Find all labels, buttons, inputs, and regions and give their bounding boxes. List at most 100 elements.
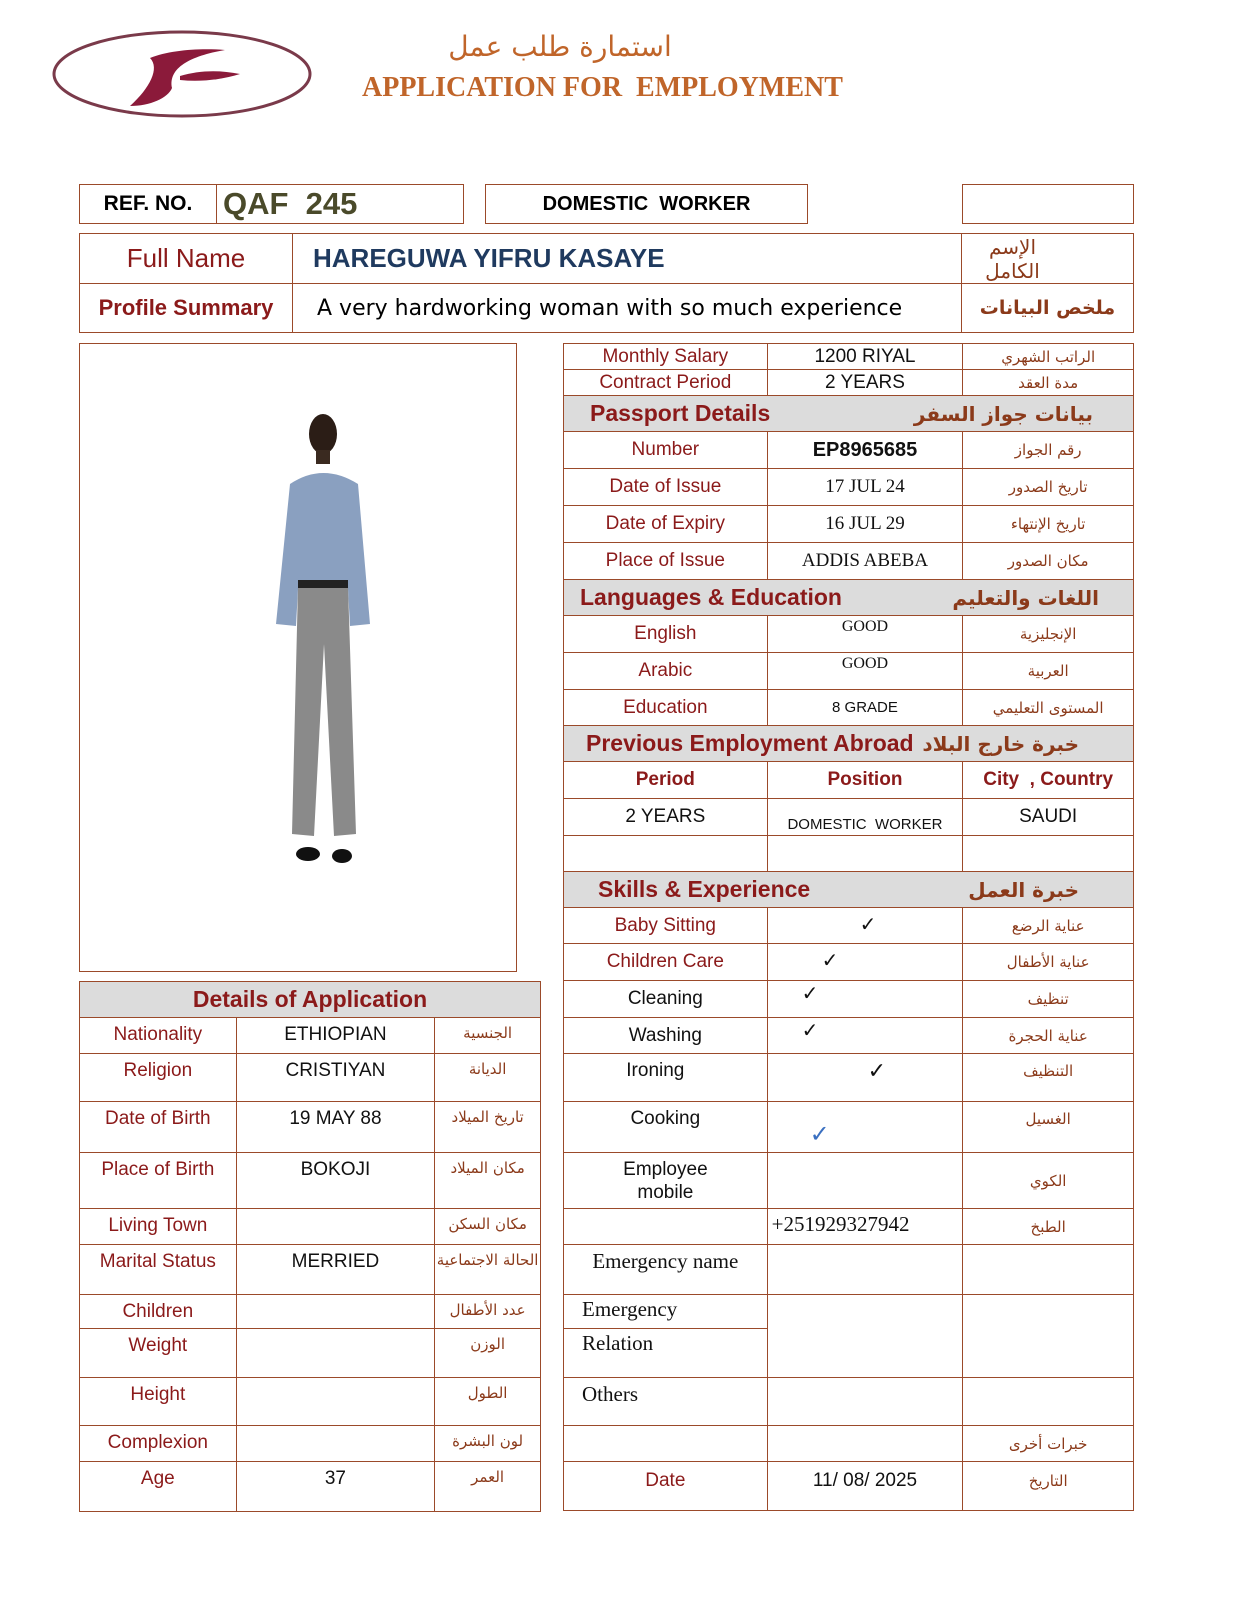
mobile-number-row: +251929327942 الطبخ [563,1208,1134,1245]
label: Nationality [80,1018,237,1053]
label-ar: الوزن [470,1335,505,1353]
detail-row-age: Age 37 العمر [79,1461,541,1512]
value: 2 YEARS [768,370,964,395]
value: 37 [237,1462,436,1511]
skill-children-care: Children Care ✓ عناية الأطفال [563,943,1134,981]
label: Place of Issue [564,543,768,579]
date-of-issue-row: Date of Issue 17 JUL 24 تاريخ الصدور [563,468,1134,506]
label-ar: تنظيف [1027,990,1069,1008]
ref-row: REF. NO. QAF 245 [79,184,464,224]
label-ar: عناية الحجرة [1008,1026,1088,1045]
label: English [564,616,768,652]
full-name-value: HAREGUWA YIFRU KASAYE [293,234,962,283]
label: Arabic [564,653,768,689]
value: 16 JUL 29 [768,506,964,542]
english-row: English GOOD الإنجليزية [563,615,1134,653]
label-ar: الكوي [1029,1171,1067,1190]
value: BOKOJI [237,1153,436,1208]
label-ar: تاريخ الصدور [1008,478,1088,496]
detail-row-marital-status: Marital Status MERRIED الحالة الاجتماعية [79,1244,541,1295]
check-icon: ✓ [821,950,839,972]
value: ADDIS ABEBA [768,543,964,579]
title-english: APPLICATION FOR EMPLOYMENT [362,72,843,103]
label: Religion [80,1054,237,1101]
title-arabic: استمارة طلب عمل [448,30,672,63]
period: 2 YEARS [564,799,768,835]
profile-summary-label-ar: ملخص البيانات [979,297,1116,319]
label: Age [80,1462,237,1511]
value: 19 MAY 88 [237,1102,436,1152]
column-header: Position [768,762,964,798]
section-title-ar: خبرة خارج البلاد [922,731,1079,756]
label: Living Town [80,1209,237,1244]
value [237,1295,436,1328]
label-ar: خبرات أخرى [1008,1434,1088,1453]
emergency-name-row: Emergency name [563,1244,1134,1295]
date-row: Date 11/ 08/ 2025 التاريخ [563,1461,1134,1511]
check-icon: ✓ [801,1020,819,1042]
category-box: DOMESTIC WORKER [485,184,808,224]
emergency-relation-row: Emergency Relation [563,1294,1134,1378]
profile-summary-value: A very hardworking woman with so much ex… [293,284,962,332]
employment-row: 2 YEARS DOMESTIC WORKER SAUDI [563,798,1134,836]
value [237,1209,436,1244]
position: DOMESTIC WORKER [768,799,964,835]
full-name-label-ar: الإسم الكامل [985,234,1040,283]
detail-row-date-of-birth: Date of Birth 19 MAY 88 تاريخ الميلاد [79,1101,541,1153]
skill-washing: Washing ✓ عناية الحجرة [563,1017,1134,1054]
profile-summary-label: Profile Summary [80,284,293,332]
label-ar: مكان السكن [448,1215,527,1233]
value [237,1378,436,1425]
full-name-row: Full Name HAREGUWA YIFRU KASAYE الإسم ال… [79,233,1134,284]
employee-mobile-row: Employee mobile الكوي [563,1152,1134,1209]
label-ar: تاريخ الميلاد [451,1108,524,1126]
section-title: Skills & Experience [598,876,811,902]
detail-row-living-town: Living Town مكان السكن [79,1208,541,1245]
detail-row-height: Height الطول [79,1377,541,1426]
passport-header: Passport Details بيانات جواز السفر [563,395,1134,432]
date-value: 11/ 08/ 2025 [768,1462,964,1510]
section-title: Details of Application [192,986,428,1012]
label: Children [80,1295,237,1328]
label-ar: عدد الأطفال [449,1301,526,1319]
label-ar: الحالة الاجتماعية [436,1251,539,1269]
label-ar: العمر [471,1468,505,1486]
skill-cooking: Cooking ✓ الغسيل [563,1101,1134,1153]
person-photo-icon [276,414,370,863]
check-icon: ✓ [801,983,819,1005]
label-ar: الراتب الشهري [1001,347,1096,366]
label: Relation [582,1331,654,1355]
detail-row-complexion: Complexion لون البشرة [79,1425,541,1462]
label: Date of Birth [80,1102,237,1152]
value: CRISTIYAN [237,1054,436,1101]
section-title-ar: بيانات جواز السفر [913,401,1093,426]
label-ar: المستوى التعليمي [992,698,1104,717]
section-title: Passport Details [590,400,771,426]
label: Cooking [564,1102,768,1152]
others-row: Others [563,1377,1134,1426]
value: GOOD [768,616,964,652]
label: Others [564,1378,768,1425]
label: Place of Birth [80,1153,237,1208]
label: Education [564,690,768,725]
country: SAUDI [1019,806,1078,827]
label-ar: الطول [467,1384,508,1402]
contract-period-row: Contract Period 2 YEARS مدة العقد [563,369,1134,396]
label: Number [564,432,768,468]
skill-cleaning: Cleaning ✓ تنظيف [563,980,1134,1018]
value: MERRIED [237,1245,436,1294]
detail-row-weight: Weight الوزن [79,1328,541,1378]
label: Washing [564,1018,768,1053]
monthly-salary-row: Monthly Salary 1200 RIYAL الراتب الشهري [563,343,1134,370]
label-ar: مدة العقد [1018,373,1079,392]
detail-row-place-of-birth: Place of Birth BOKOJI مكان الميلاد [79,1152,541,1209]
column-header: City , Country [983,769,1114,790]
company-logo [50,28,314,120]
date-of-expiry-row: Date of Expiry 16 JUL 29 تاريخ الإنتهاء [563,505,1134,543]
detail-row-religion: Religion CRISTIYAN الديانة [79,1053,541,1102]
section-title: Previous Employment Abroad [586,730,914,756]
label: Ironing [564,1054,768,1101]
label: Contract Period [564,370,768,395]
passport-number-row: Number EP8965685 رقم الجواز [563,431,1134,469]
